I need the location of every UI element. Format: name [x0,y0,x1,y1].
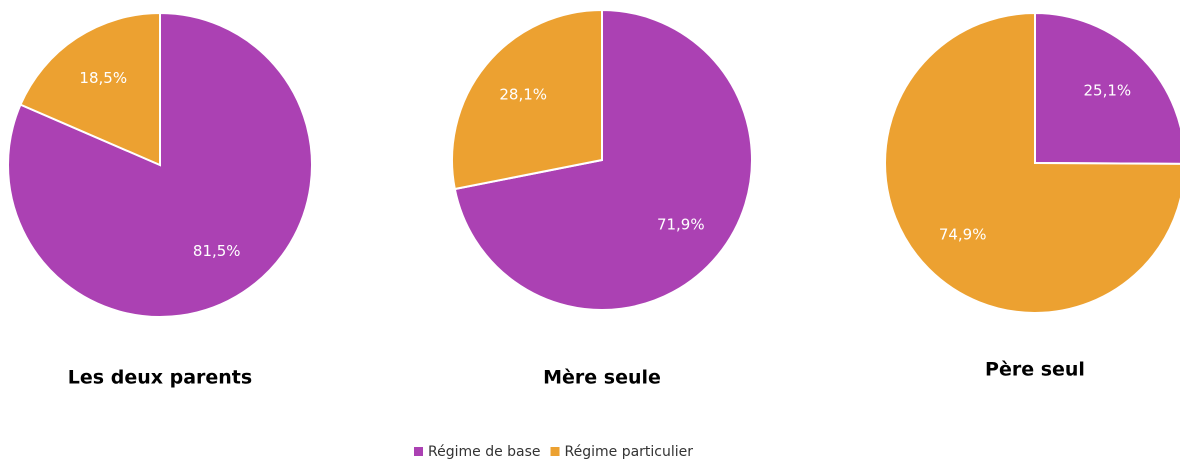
legend-label: Régime de base [428,444,541,460]
data-label: 71,9% [657,215,705,233]
chart-title: Les deux parents [68,367,252,389]
pie-slice [19,11,161,167]
legend-label: Régime particulier [565,444,694,460]
data-label: 28,1% [499,86,547,104]
legend-swatch [414,447,423,456]
legend-swatch [550,447,560,456]
pie-slice [453,8,753,311]
pie-slice [884,11,1180,314]
chart-title: Mère seule [543,367,661,389]
data-label: 18,5% [79,69,127,87]
pie-slice [451,8,603,191]
pie-slice [1034,11,1180,165]
chart-title: Père seul [985,359,1085,381]
pie-slice [7,11,313,318]
data-label: 81,5% [193,242,241,260]
data-label: 74,9% [939,225,987,243]
data-label: 25,1% [1084,82,1132,100]
